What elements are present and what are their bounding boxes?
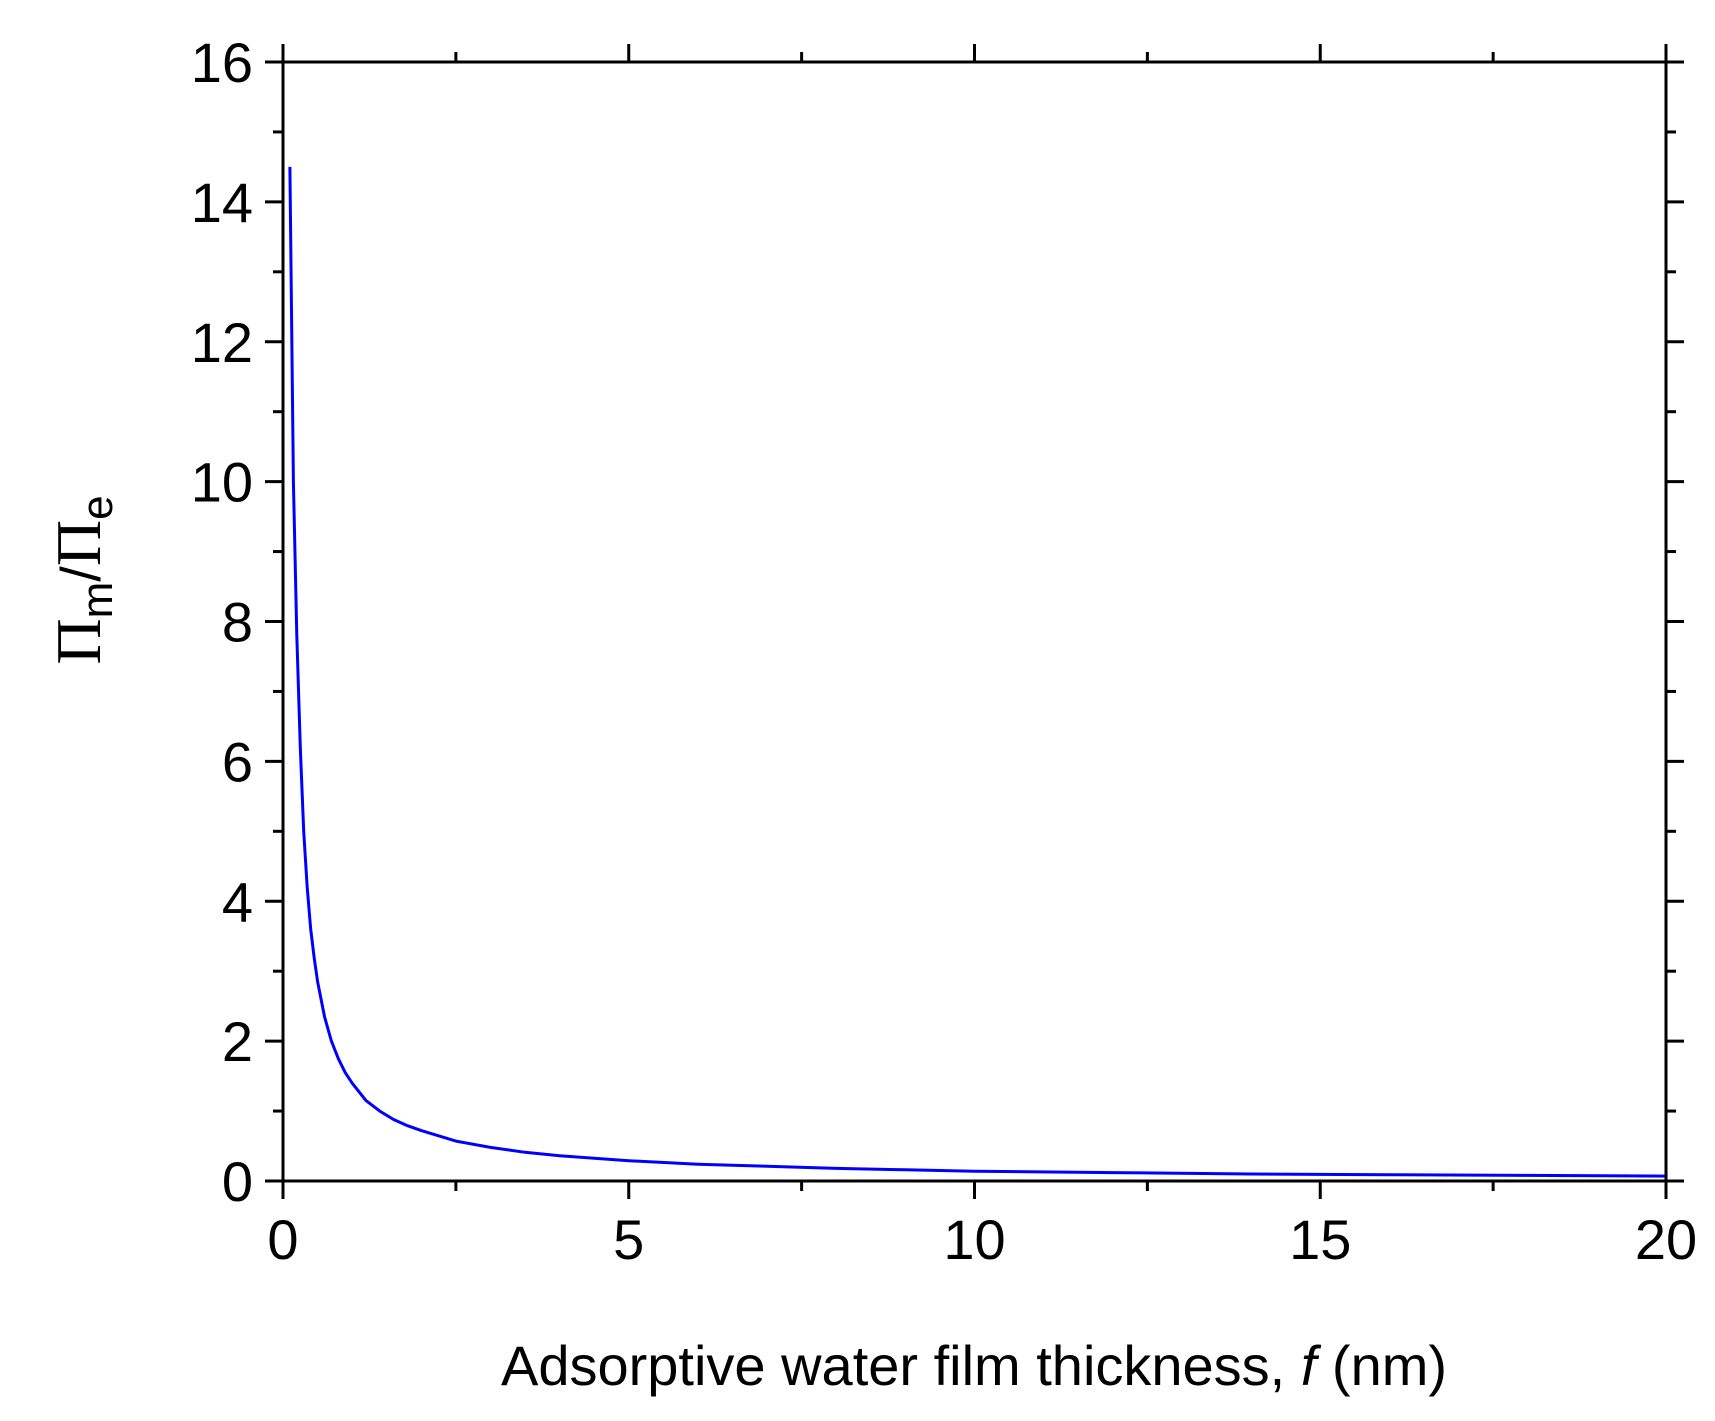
x-axis-title-suffix: (nm)	[1316, 1334, 1447, 1397]
x-tick-label: 10	[943, 1208, 1005, 1271]
y-tick-label: 4	[222, 870, 253, 933]
y-tick-label: 12	[191, 311, 253, 374]
y-tick-label: 10	[191, 451, 253, 514]
x-axis-title-prefix: Adsorptive water film thickness,	[501, 1334, 1301, 1397]
y-tick-label: 16	[191, 31, 253, 94]
x-tick-label: 5	[613, 1208, 644, 1271]
minor-ticks	[273, 52, 1676, 1191]
x-tick-label: 0	[267, 1208, 298, 1271]
y-axis-title: Πm/Πe	[43, 495, 122, 664]
y-axis-title-slash: /	[49, 566, 112, 582]
x-tick-label: 20	[1635, 1208, 1697, 1271]
x-tick-label: 15	[1289, 1208, 1351, 1271]
y-tick-label: 6	[222, 730, 253, 793]
y-tick-label: 0	[222, 1150, 253, 1213]
y-tick-label: 8	[222, 591, 253, 654]
x-axis-title: Adsorptive water film thickness, f (nm)	[501, 1334, 1447, 1397]
y-axis-title-den-sub: e	[73, 495, 122, 519]
plot-frame	[281, 60, 1668, 1183]
y-axis-title-den: Π	[43, 520, 114, 566]
y-axis-title-num-sub: m	[73, 582, 122, 619]
series-line	[288, 166, 1667, 1178]
y-tick-label: 14	[191, 171, 253, 234]
plot-line-group	[288, 166, 1667, 1178]
y-tick-label: 2	[222, 1010, 253, 1073]
y-axis-title-num: Π	[43, 618, 114, 664]
tick-labels: 0 5 10 15 20 0 2 4 6 8 10 12 14 16	[191, 31, 1697, 1271]
major-ticks	[265, 44, 1684, 1199]
